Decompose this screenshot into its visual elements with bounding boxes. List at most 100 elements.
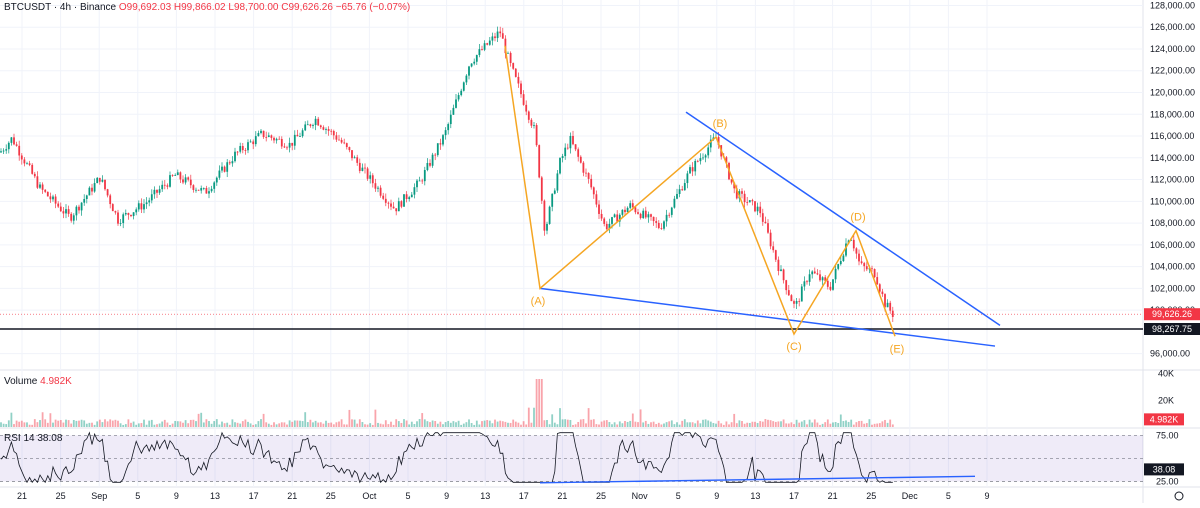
volume-bar <box>36 422 39 427</box>
volume-bar <box>91 422 93 427</box>
volume-bar <box>111 420 114 427</box>
candle <box>501 33 504 39</box>
volume-bar <box>397 421 400 427</box>
volume-bar <box>413 424 416 427</box>
candle <box>70 213 73 221</box>
volume-legend-value: 4.982K <box>40 376 72 387</box>
volume-bar <box>163 419 166 427</box>
volume-bar <box>509 422 512 427</box>
volume-bar <box>57 420 60 427</box>
candle <box>579 156 582 163</box>
volume-legend-name: Volume <box>4 376 38 387</box>
price-tick-label: 128,000.00 <box>1150 0 1195 10</box>
volume-bar <box>481 421 483 427</box>
volume-bar <box>275 424 278 427</box>
candle <box>114 211 117 213</box>
time-tick-label: Nov <box>632 491 649 501</box>
candle <box>486 43 489 45</box>
volume-bar <box>377 422 379 427</box>
candle <box>436 143 439 156</box>
price-tick-label: 106,000.00 <box>1150 240 1195 250</box>
volume-bar <box>540 379 543 427</box>
candle <box>348 147 351 151</box>
volume-bar <box>507 422 509 427</box>
candle <box>143 204 145 210</box>
volume-bar <box>733 413 736 427</box>
candle <box>512 63 515 69</box>
volume-tick-label: 20K <box>1158 395 1174 405</box>
volume-bar <box>462 423 465 427</box>
candle <box>296 134 299 137</box>
candle <box>75 206 78 216</box>
candle <box>7 142 10 150</box>
candle <box>265 136 268 138</box>
volume-bar <box>267 423 270 427</box>
candle <box>756 206 759 212</box>
level-price-label: 98,267.75 <box>1152 324 1192 334</box>
candle <box>444 130 447 136</box>
candle <box>260 130 262 134</box>
volume-bar <box>384 420 387 427</box>
candle <box>369 175 372 179</box>
candle <box>322 127 325 130</box>
volume-bar <box>280 422 283 427</box>
volume-bar <box>486 420 489 427</box>
volume-bar <box>808 419 811 427</box>
price-tick-label: 96,000.00 <box>1150 349 1190 359</box>
volume-bar <box>884 419 886 427</box>
candle <box>101 179 104 182</box>
volume-bar <box>530 422 533 427</box>
candle <box>249 141 252 143</box>
volume-legend: Volume 4.982K <box>4 376 72 387</box>
time-tick-label: 5 <box>946 491 951 501</box>
candle <box>140 203 143 210</box>
candle <box>582 162 585 173</box>
candle <box>161 184 164 190</box>
candle <box>603 218 606 224</box>
candle <box>652 216 655 222</box>
candle <box>390 203 392 207</box>
candle <box>517 76 520 84</box>
rsi-legend-value: 38.08 <box>37 433 63 444</box>
candle <box>634 207 637 213</box>
volume-bar <box>447 420 450 427</box>
volume-bar <box>829 423 832 427</box>
volume-bar <box>501 421 504 427</box>
rsi-value-label: 38.08 <box>1153 464 1176 474</box>
volume-bar <box>470 423 473 427</box>
candle <box>678 189 681 194</box>
axes: 128,000.00 126,000.00 124,000.00 122,000.00… <box>17 0 1200 501</box>
volume-bar <box>600 421 603 427</box>
volume-bar <box>475 420 478 427</box>
candle <box>176 172 179 176</box>
candle <box>657 222 660 229</box>
candle <box>694 160 697 172</box>
candle <box>163 184 166 186</box>
candle <box>416 180 418 188</box>
volume-bar <box>44 419 47 427</box>
price-tick-label: 124,000.00 <box>1150 44 1195 54</box>
candle <box>834 268 837 280</box>
candle <box>397 201 400 212</box>
volume-bar <box>114 419 117 427</box>
candle <box>769 232 772 247</box>
volume-bar <box>46 422 49 427</box>
volume-bar <box>538 379 541 427</box>
candle <box>267 135 270 137</box>
candle <box>439 143 442 145</box>
candle <box>26 163 28 165</box>
candle <box>491 36 494 41</box>
candle <box>44 189 47 192</box>
time-tick-label: 5 <box>676 491 681 501</box>
time-tick-label: 13 <box>210 491 220 501</box>
candle <box>98 177 101 182</box>
candle <box>644 210 647 218</box>
volume-bar <box>260 419 262 427</box>
volume-bar <box>195 421 197 427</box>
volume-bar <box>132 421 135 427</box>
candle <box>275 138 278 141</box>
volume-bar <box>104 419 106 427</box>
candle <box>855 248 858 254</box>
